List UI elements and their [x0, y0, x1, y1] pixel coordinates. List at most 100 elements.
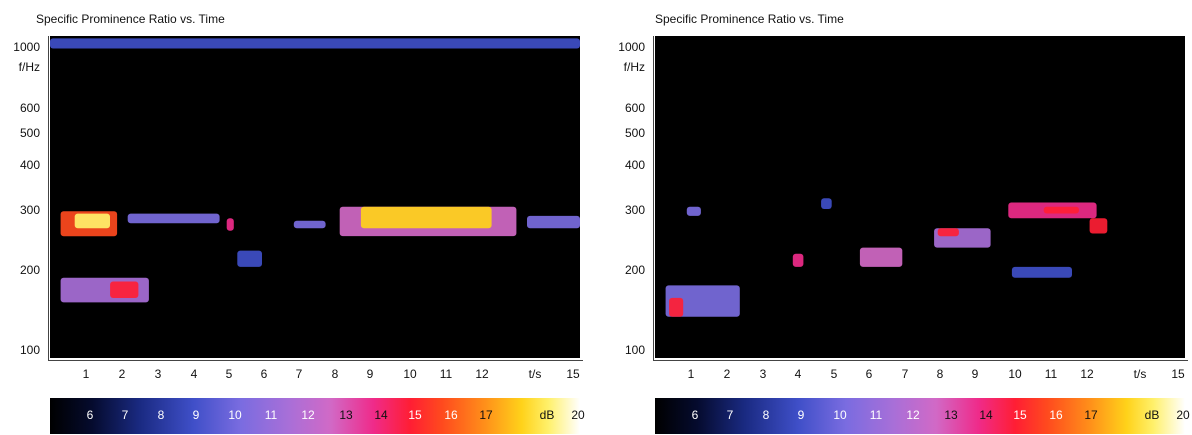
x-tick-label: 11 — [1044, 367, 1058, 381]
x-tick-label: 7 — [901, 367, 909, 381]
colorbar-tick-label: 8 — [762, 408, 770, 422]
x-tick-label: 15 — [566, 367, 580, 381]
heatmap-region — [792, 253, 804, 267]
colorbar-tick-label: 10 — [833, 408, 847, 422]
x-tick-label: 10 — [403, 367, 417, 381]
x-tick-label: 10 — [1008, 367, 1022, 381]
colorbar-tick-label: 8 — [157, 408, 165, 422]
x-tick-label: 6 — [260, 367, 268, 381]
heatmap-region — [74, 213, 110, 229]
colorbar-tick-label: 6 — [691, 408, 699, 422]
colorbar-tick-label: 11 — [869, 408, 883, 422]
colorbar-tick-label: 11 — [264, 408, 278, 422]
x-tick-label: 12 — [475, 367, 489, 381]
x-tick-label: 2 — [723, 367, 731, 381]
heatmap-svg — [50, 38, 580, 303]
colorbar-tick-label: 15 — [1013, 408, 1027, 422]
x-tick-label: 7 — [295, 367, 303, 381]
heatmap-region — [686, 206, 701, 216]
colorbar: 6 7 8 9 10 11 12 13 14 15 16 17 dB 20 — [50, 398, 585, 434]
colorbar-tick-label: 9 — [192, 408, 200, 422]
heatmap-region — [293, 220, 326, 229]
colorbar-tick-label: 13 — [339, 408, 353, 422]
heatmap-region — [237, 250, 262, 267]
colorbar-tick-label: 20 — [1176, 408, 1190, 422]
y-tick-label: 100 — [624, 343, 645, 357]
y-tick-label: 500 — [624, 126, 645, 140]
heatmap-region — [821, 198, 832, 209]
x-tick-label: 9 — [971, 367, 979, 381]
heatmap-region — [110, 281, 139, 298]
colorbar-tick-label: 16 — [1049, 408, 1063, 422]
heatmap-region — [1089, 218, 1108, 234]
heatmap-region — [1043, 206, 1079, 214]
colorbar-tick-label: 20 — [571, 408, 585, 422]
y-tick-label: 500 — [19, 126, 40, 140]
x-tick-label: 12 — [1080, 367, 1094, 381]
y-axis-unit-label: f/Hz — [623, 60, 645, 74]
colorbar-unit-label: dB — [539, 408, 555, 422]
colorbar-tick-label: 15 — [408, 408, 422, 422]
colorbar: 6 7 8 9 10 11 12 13 14 15 16 17 dB 20 — [655, 398, 1190, 434]
x-tick-label: 9 — [366, 367, 374, 381]
y-tick-label: 200 — [19, 263, 40, 277]
heatmap-region — [669, 297, 684, 317]
x-tick-label: 15 — [1171, 367, 1185, 381]
heatmap-region — [1011, 266, 1072, 278]
heatmap-svg — [665, 198, 1108, 317]
x-tick-label: 1 — [687, 367, 695, 381]
colorbar-tick-label: 13 — [944, 408, 958, 422]
y-tick-label: 200 — [624, 263, 645, 277]
x-tick-label: 4 — [190, 367, 198, 381]
colorbar-tick-label: 6 — [86, 408, 94, 422]
heatmap-region — [226, 218, 234, 231]
colorbar-tick-label: 17 — [1084, 408, 1098, 422]
colorbar-tick-label: 12 — [301, 408, 315, 422]
x-tick-label: 2 — [118, 367, 126, 381]
colorbar-tick-label: 16 — [444, 408, 458, 422]
chart-title: Specific Prominence Ratio vs. Time — [36, 12, 225, 26]
heatmap-region — [937, 228, 959, 237]
y-tick-label: 1000 — [618, 40, 645, 54]
y-tick-label: 1000 — [13, 40, 40, 54]
colorbar-tick-label: 17 — [479, 408, 493, 422]
x-tick-label: 11 — [439, 367, 453, 381]
colorbar-tick-label: 12 — [906, 408, 920, 422]
colorbar-tick-label: 7 — [121, 408, 129, 422]
x-tick-label: 5 — [225, 367, 233, 381]
y-tick-label: 600 — [624, 101, 645, 115]
heatmap-region — [665, 285, 740, 317]
plot-axes-frame — [48, 36, 583, 361]
heatmap-plot-area — [655, 36, 1185, 358]
heatmap-region — [360, 206, 492, 229]
x-tick-label: 8 — [331, 367, 339, 381]
heatmap-plot-area — [50, 36, 580, 358]
y-tick-label: 300 — [19, 203, 40, 217]
x-tick-label: 8 — [936, 367, 944, 381]
heatmap-region — [859, 247, 903, 267]
x-tick-label: 6 — [865, 367, 873, 381]
y-tick-label: 100 — [19, 343, 40, 357]
plot-axes-frame — [653, 36, 1188, 361]
y-tick-label: 400 — [19, 158, 40, 172]
colorbar-tick-label: 10 — [228, 408, 242, 422]
chart-title: Specific Prominence Ratio vs. Time — [655, 12, 844, 26]
x-tick-label: 4 — [794, 367, 802, 381]
colorbar-unit-label: dB — [1144, 408, 1160, 422]
y-tick-label: 300 — [624, 203, 645, 217]
colorbar-tick-label: 14 — [979, 408, 993, 422]
y-tick-label: 600 — [19, 101, 40, 115]
y-axis-unit-label: f/Hz — [18, 60, 40, 74]
heatmap-region — [527, 215, 580, 229]
heatmap-region — [50, 38, 580, 49]
heatmap-region — [127, 213, 220, 224]
colorbar-tick-label: 9 — [797, 408, 805, 422]
colorbar-tick-label: 7 — [726, 408, 734, 422]
x-tick-label: 3 — [154, 367, 162, 381]
y-tick-label: 400 — [624, 158, 645, 172]
x-axis-unit-label: t/s — [1133, 367, 1147, 381]
colorbar-tick-label: 14 — [374, 408, 388, 422]
x-tick-label: 5 — [830, 367, 838, 381]
x-tick-label: 3 — [759, 367, 767, 381]
x-axis-unit-label: t/s — [528, 367, 542, 381]
